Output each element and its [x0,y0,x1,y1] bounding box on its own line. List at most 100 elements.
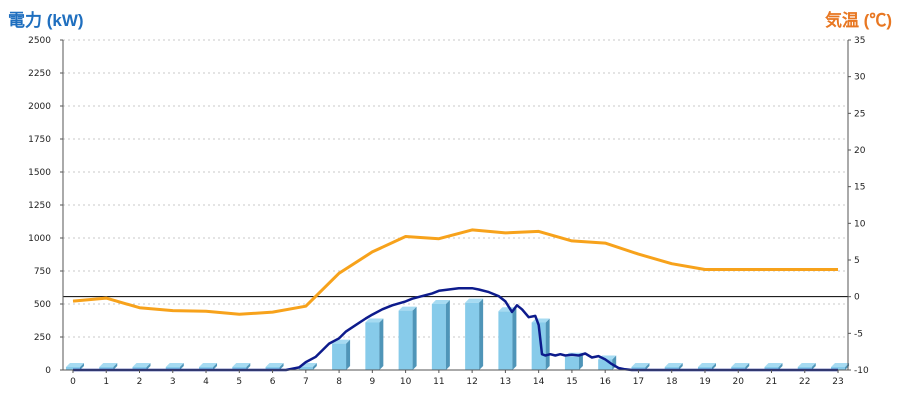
bar-side [678,363,683,370]
bar [764,367,779,370]
bar-top [631,363,650,367]
bar-side [146,363,151,370]
bar-top [232,363,251,367]
x-tick-label: 13 [500,377,511,387]
bar [398,310,413,370]
bar-top [132,363,151,367]
bar [365,322,380,370]
gridlines [63,39,848,338]
right-tick-label: 15 [854,183,865,193]
bar [132,367,147,370]
x-tick-label: 1 [103,377,109,387]
bar-side [711,363,716,370]
x-tick-labels: 0 1 2 3 4 5 6 7 8 9 10 11 12 13 14 15 16 17 18 19 20 21 22 23 [70,377,844,387]
bar [465,302,480,370]
left-tick-label: 0 [45,366,51,376]
bar [531,322,546,370]
bar-side [445,300,450,370]
left-tick-label: 2250 [28,69,51,79]
bar [199,367,214,370]
bar [631,367,646,370]
bar [498,311,513,370]
x-tick-label: 4 [203,377,209,387]
right-tick-label: 20 [854,146,866,156]
bar [232,367,247,370]
bar-side [312,363,317,370]
bar-side [279,363,284,370]
bar-side [645,363,650,370]
bar-side [512,307,517,370]
axes [60,39,851,373]
bar-side [778,363,783,370]
bar-top [99,363,118,367]
x-tick-label: 16 [599,377,611,387]
bar-top [365,318,384,323]
bar [697,367,712,370]
left-tick-label: 1500 [28,168,51,178]
power-line [73,286,838,372]
x-tick-label: 12 [466,377,477,387]
x-tick-label: 20 [733,377,745,387]
bar [564,356,579,370]
bar [431,304,446,370]
x-tick-label: 9 [369,377,375,387]
bar-side [79,363,84,370]
right-tick-label: -10 [854,366,869,376]
x-tick-label: 10 [400,377,412,387]
bar-side [412,306,417,370]
left-tick-label: 2500 [28,36,51,46]
bar-top [764,363,783,367]
left-tick-label: 1750 [28,135,51,145]
x-tick-label: 23 [832,377,843,387]
bar [65,367,80,370]
x-tick-label: 17 [633,377,644,387]
bar [99,367,114,370]
bar-side [479,298,484,370]
bar [731,367,746,370]
power-series [73,286,838,372]
bar-top [664,363,683,367]
x-tick-label: 5 [236,377,242,387]
left-tick-label: 250 [34,333,51,343]
x-tick-label: 11 [433,377,444,387]
bar-side [246,363,251,370]
x-tick-label: 18 [666,377,678,387]
temperature-line [72,228,838,316]
right-tick-labels: -10 -5 0 5 10 15 20 25 30 35 [854,36,869,376]
x-tick-label: 22 [799,377,810,387]
bar [664,367,679,370]
left-tick-label: 1250 [28,201,51,211]
x-tick-label: 19 [699,377,711,387]
bar-side [545,318,550,370]
x-tick-label: 0 [70,377,76,387]
right-tick-label: 10 [854,219,866,229]
x-tick-label: 2 [137,377,143,387]
bar [332,343,347,370]
bar [797,367,812,370]
bar [831,367,846,370]
right-tick-label: 25 [854,109,865,119]
bar-top [65,363,84,367]
bar-top [165,363,184,367]
right-axis-title: 気温 (℃) [824,11,892,30]
x-tick-label: 8 [336,377,342,387]
bar-side [346,339,351,370]
bar-top [431,300,450,304]
bar-top [265,363,284,367]
left-tick-labels: 0 250 500 750 1000 1250 1500 1750 2000 2250 2500 [28,36,51,376]
left-axis-title: 電力 (kW) [8,11,84,30]
right-tick-label: 30 [854,73,866,83]
bar-top [831,363,850,367]
x-tick-label: 3 [170,377,176,387]
right-tick-label: 35 [854,36,865,46]
bar-top [797,363,816,367]
left-tick-label: 1000 [28,234,51,244]
x-tick-label: 14 [533,377,545,387]
bar-side [113,363,118,370]
bar-top [398,306,417,311]
bar-top [465,298,484,303]
left-tick-label: 500 [34,300,51,310]
x-tick-label: 15 [566,377,577,387]
